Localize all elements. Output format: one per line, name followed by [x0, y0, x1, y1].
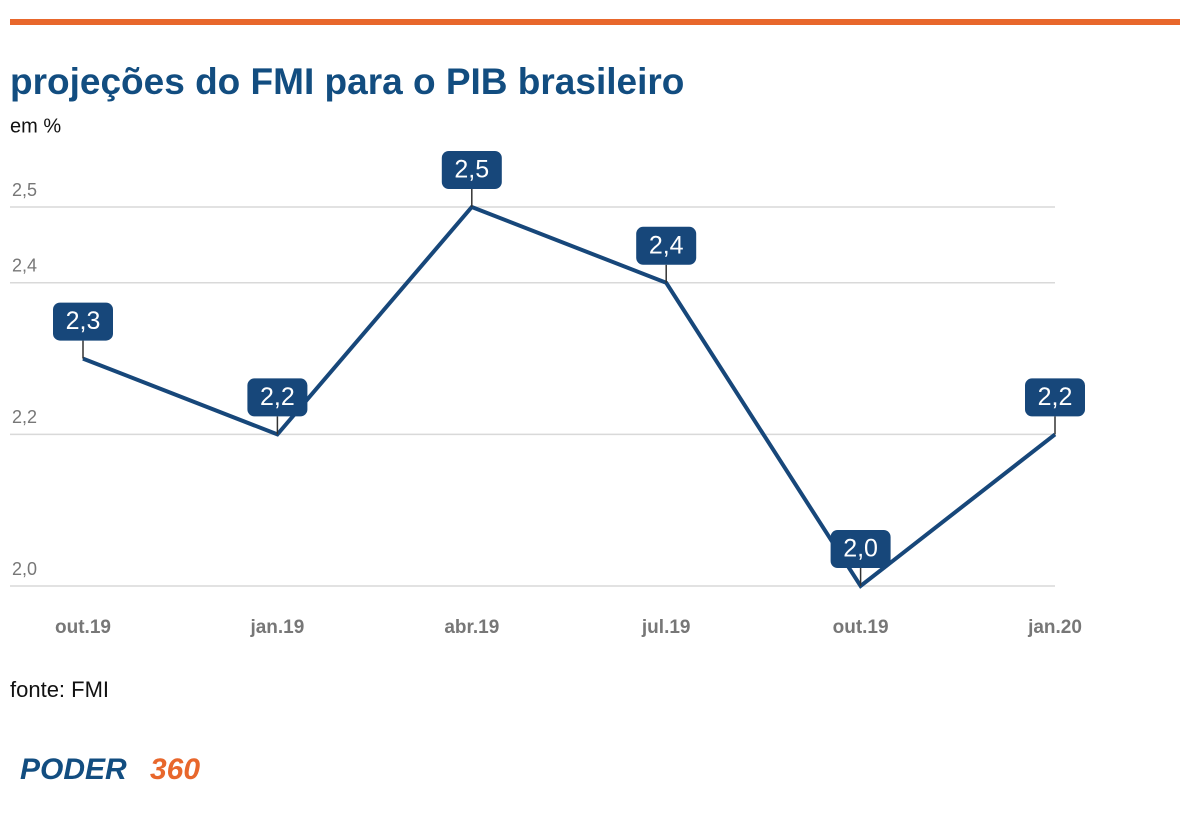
label-box	[247, 378, 308, 417]
label-box	[830, 530, 891, 568]
x-tick-label: jul.19	[641, 617, 691, 638]
label-box	[53, 302, 113, 341]
label-box	[636, 226, 697, 265]
chart-subtitle: em %	[10, 115, 61, 137]
value-label: 2,0	[843, 535, 878, 563]
x-tick-label: abr.19	[444, 617, 499, 638]
y-tick-label: 2,4	[12, 256, 37, 276]
value-label: 2,4	[649, 231, 684, 259]
x-tick-label: jan.20	[1027, 617, 1082, 638]
x-tick-label: out.19	[833, 617, 889, 638]
data-line	[82, 204, 1057, 589]
value-label: 2,2	[1038, 383, 1073, 411]
value-label: 2,2	[260, 383, 295, 411]
top-bar	[10, 19, 1180, 25]
chart-title: projeções do FMI para o PIB brasileiro	[10, 61, 684, 102]
label-box	[1025, 378, 1085, 417]
value-label: 2,3	[66, 307, 101, 335]
source: fonte: FMI	[10, 677, 109, 702]
x-tick-label: out.19	[55, 617, 111, 638]
label-box	[441, 151, 502, 189]
y-tick-label: 2,0	[12, 559, 37, 579]
logo-number: 360	[150, 753, 200, 786]
value-label: 2,5	[454, 156, 489, 184]
x-tick-label: jan.19	[249, 617, 304, 638]
y-tick-label: 2,5	[12, 180, 37, 200]
logo-brand: PODER	[20, 753, 127, 786]
y-tick-label: 2,2	[12, 407, 37, 427]
